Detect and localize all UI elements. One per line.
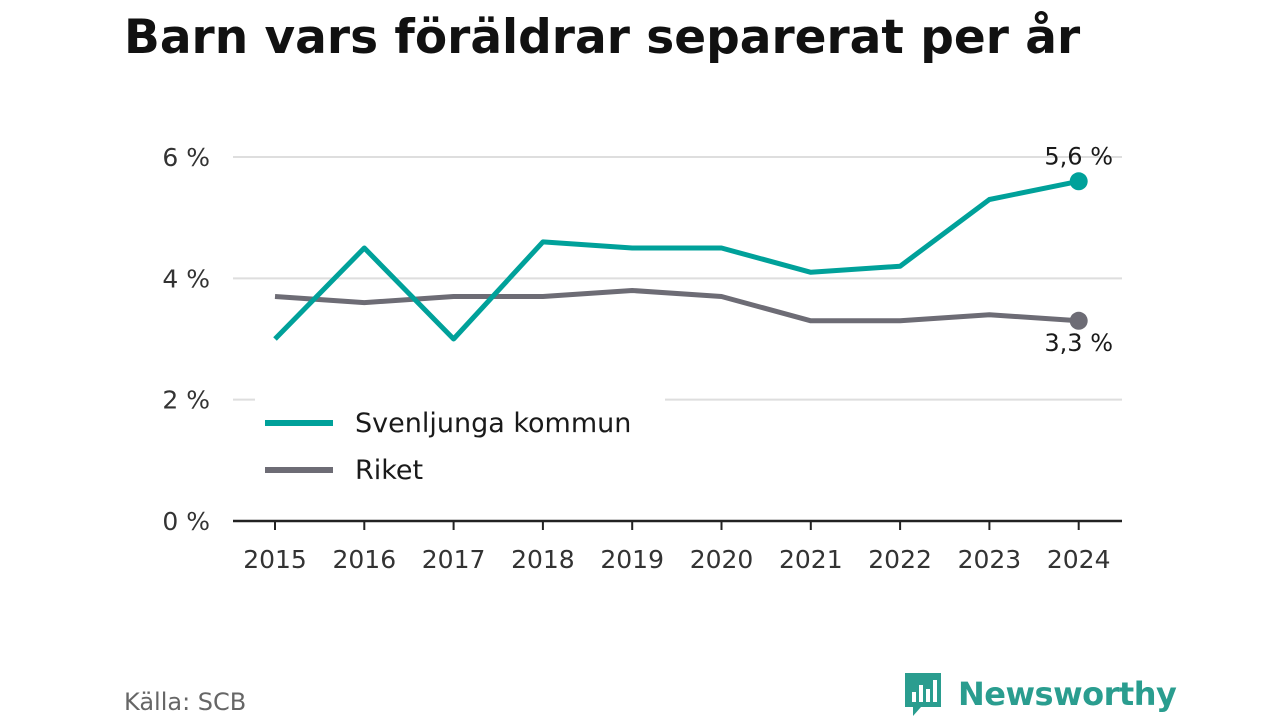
y-tick-label: 6 % [162,143,210,172]
legend-box [255,393,665,493]
end-point-marker [1069,311,1088,330]
end-point-marker [1069,172,1088,191]
series-lines [273,172,1088,342]
source-note: Källa: SCB [124,688,247,716]
x-tick-label: 2021 [779,545,843,574]
series-line [273,178,1080,342]
gridlines [233,156,1122,401]
y-tick-label: 2 % [162,386,210,415]
legend-label: Svenljunga kommun [355,408,631,439]
x-tick-label: 2022 [868,545,932,574]
bar-chart-speech-bubble-icon [905,673,941,716]
end-value-label: 3,3 % [1044,329,1113,357]
end-labels: 3,3 % 5,6 % [1044,142,1113,357]
x-tick-label: 2019 [600,545,664,574]
y-axis-ticks: 0 % 2 % 4 % 6 % [162,143,210,536]
y-tick-label: 4 % [162,264,210,293]
y-tick-label: 0 % [162,507,210,536]
end-value-label: 5,6 % [1044,142,1113,170]
x-tick-label: 2018 [511,545,575,574]
brand[interactable]: Newsworthy [902,670,1177,718]
legend-label: Riket [355,455,423,486]
chart-title: Barn vars föräldrar separerat per år [124,10,1081,65]
x-tick-label: 2016 [332,545,396,574]
x-tick-label: 2020 [690,545,754,574]
x-tick-label: 2015 [243,545,307,574]
x-tick-label: 2017 [422,545,486,574]
x-tick-label: 2023 [958,545,1022,574]
legend: Svenljunga kommun Riket [255,393,665,493]
x-tick-label: 2024 [1047,545,1111,574]
brand-name: Newsworthy [958,675,1177,713]
series-line [274,288,1079,324]
x-axis: 2015 2016 2017 2018 2019 2020 2021 2022 2023 2024 [233,519,1122,574]
